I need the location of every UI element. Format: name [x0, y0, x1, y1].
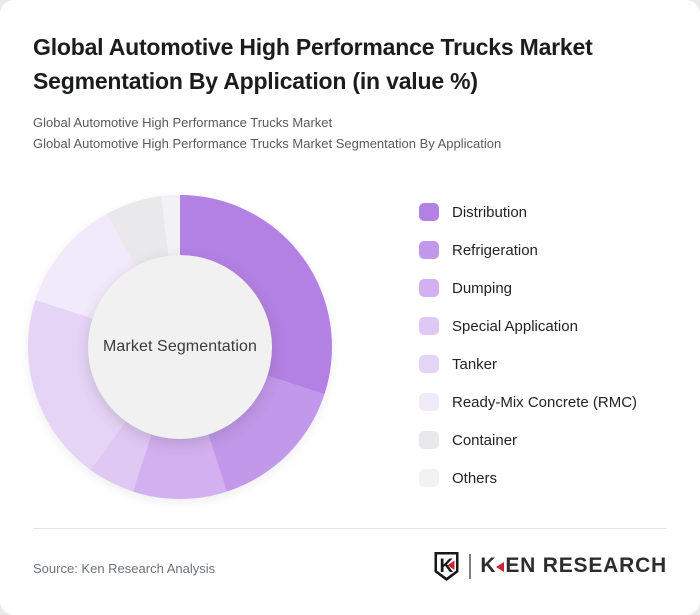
- logo-wordmark: K EN RESEARCH: [480, 554, 667, 578]
- subtitle-line2: Global Automotive High Performance Truck…: [33, 136, 502, 151]
- legend-label-container: Container: [452, 431, 518, 449]
- legend-label-refrigeration: Refrigeration: [452, 241, 538, 259]
- legend-item-special-application: Special Application: [419, 307, 637, 345]
- legend-swatch-refrigeration: [419, 241, 439, 259]
- legend-swatch-special-application: [419, 317, 439, 335]
- legend-item-refrigeration: Refrigeration: [419, 231, 637, 269]
- footer-divider: [33, 528, 667, 529]
- legend-swatch-others: [419, 469, 439, 487]
- page-title-line1: Global Automotive High Performance Truck…: [33, 34, 593, 60]
- donut-center-label: Market Segmentation: [103, 338, 257, 355]
- legend-swatch-rmc: [419, 393, 439, 411]
- legend-item-tanker: Tanker: [419, 345, 637, 383]
- page-title: Global Automotive High Performance Truck…: [33, 30, 667, 98]
- chart-subtitle: Global Automotive High Performance Truck…: [33, 112, 667, 154]
- legend-swatch-tanker: [419, 355, 439, 373]
- page-title-line2: Segmentation By Application (in value %): [33, 68, 478, 94]
- legend-label-tanker: Tanker: [452, 355, 498, 373]
- chart-legend: Distribution Refrigeration Dumping Speci…: [419, 193, 637, 497]
- legend-swatch-distribution: [419, 203, 439, 221]
- logo-wordmark-k: K: [480, 554, 497, 577]
- legend-label-rmc: Ready-Mix Concrete (RMC): [452, 393, 638, 411]
- donut-center: Market Segmentation: [88, 255, 272, 439]
- legend-label-others: Others: [452, 469, 498, 487]
- source-note: Source: Ken Research Analysis: [33, 561, 216, 576]
- legend-swatch-container: [419, 431, 439, 449]
- legend-swatch-dumping: [419, 279, 439, 297]
- logo-separator: [469, 553, 472, 579]
- subtitle-line1: Global Automotive High Performance Truck…: [33, 115, 333, 130]
- legend-item-others: Others: [419, 459, 637, 497]
- ken-research-shield-icon: K: [434, 551, 459, 581]
- legend-item-container: Container: [419, 421, 637, 459]
- donut-chart: Market Segmentation: [28, 195, 332, 499]
- ken-research-logo: K K EN RESEARCH: [433, 550, 667, 582]
- legend-item-dumping: Dumping: [419, 269, 637, 307]
- legend-item-rmc: Ready-Mix Concrete (RMC): [419, 383, 637, 421]
- svg-text:K: K: [440, 556, 454, 577]
- legend-label-dumping: Dumping: [452, 279, 513, 297]
- legend-item-distribution: Distribution: [419, 193, 637, 231]
- logo-wordmark-rest: EN RESEARCH: [505, 554, 667, 577]
- red-arrow-icon: [496, 561, 505, 572]
- legend-label-distribution: Distribution: [452, 203, 528, 221]
- legend-label-special-application: Special Application: [452, 317, 578, 335]
